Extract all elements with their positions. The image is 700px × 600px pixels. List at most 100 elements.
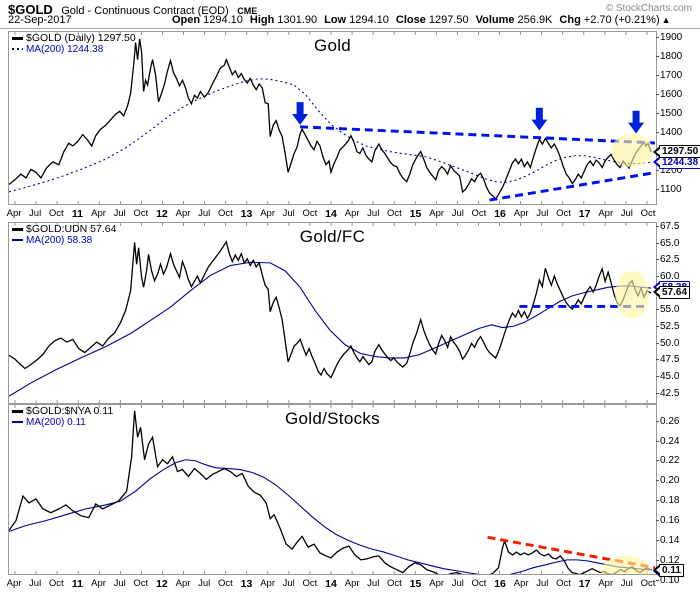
- x-axis-year-label: 17: [578, 208, 591, 220]
- y-axis-tick-label: 1500: [655, 108, 683, 119]
- gold-plot: [9, 32, 656, 204]
- x-axis-year-label: 13: [240, 578, 253, 590]
- y-axis-tick-label: 0.12: [655, 554, 680, 566]
- x-axis-month-label: Oct: [471, 578, 487, 589]
- y-axis-tick-label: 67.5: [655, 221, 680, 232]
- legend-ma-label: MA(200) 58.38: [26, 235, 93, 246]
- y-axis-tick-label: 60.0: [655, 271, 680, 283]
- x-axis-year-label: 13: [240, 208, 253, 220]
- x-axis-month-label: Oct: [640, 578, 656, 589]
- trendline: [489, 171, 656, 202]
- quote-value: 1301.90: [277, 14, 318, 26]
- legend-ma-row: MA(200) 0.11: [12, 417, 113, 428]
- panel-gold-fc: $GOLD:UDN 57.64 MA(200) 58.38 Gold/FC: [8, 222, 657, 404]
- x-axis-bottom: Apr Jul Oct 11 Apr Jul Oct 12 Apr Jul Oct 13 Apr Jul O…: [0, 575, 700, 592]
- x-axis-month-label: Oct: [302, 578, 318, 589]
- x-axis-month-label: Apr: [429, 578, 445, 589]
- price-line-swatch: [12, 36, 23, 40]
- gold-stocks-plot: [9, 405, 656, 574]
- x-axis-month-label: Jul: [367, 578, 380, 589]
- x-axis-month-label: Apr: [429, 208, 445, 219]
- x-axis-month-label: Jul: [113, 208, 126, 219]
- y-axis-tick-label: 0.10: [655, 574, 680, 586]
- y-axis-tick-label: 65.0: [655, 237, 680, 249]
- y-axis-tick-label: 62.5: [655, 254, 680, 266]
- x-axis-month-label: Apr: [6, 578, 22, 589]
- y-axis-tick-label: 0.22: [655, 455, 680, 467]
- instrument-description: Gold - Continuous Contract (EOD): [61, 5, 229, 17]
- price-series: [9, 38, 652, 200]
- x-axis-year-label: 15: [409, 578, 422, 590]
- x-axis-month-label: Jul: [451, 578, 464, 589]
- y-axis-tick-label: 0.18: [655, 495, 680, 507]
- copyright-watermark: © StockCharts.com: [605, 3, 692, 14]
- quote-value: 256.9K: [517, 14, 553, 26]
- y-axis-tick-label: 50.0: [655, 337, 680, 349]
- gold-fc-plot: [9, 223, 652, 403]
- legend-ma-label: MA(200) 1244.38: [26, 44, 104, 55]
- x-axis-month-label: Oct: [48, 578, 64, 589]
- panel-title-gold-stocks: Gold/Stocks: [285, 409, 380, 428]
- ma-line-swatch: [12, 421, 23, 424]
- y-axis-tick-label: 42.5: [655, 387, 680, 399]
- ma-line-swatch: [12, 239, 23, 242]
- legend-price-label: $GOLD:$NYA 0.11: [26, 405, 114, 417]
- x-axis-month-label: Apr: [6, 208, 22, 219]
- x-axis-month-label: Jul: [367, 208, 380, 219]
- last-price-tag: 1297.50: [659, 145, 700, 159]
- quote-value: 1294.10: [203, 14, 243, 26]
- down-arrow-icon: [531, 107, 548, 131]
- ma-series: [9, 78, 652, 193]
- ticker-symbol: $GOLD: [8, 2, 53, 17]
- x-axis-year-label: 14: [325, 578, 337, 590]
- x-axis-month-label: Jul: [282, 578, 295, 589]
- y-axis-tick-label: 1700: [655, 70, 683, 82]
- quote-value: 1297.50: [428, 14, 469, 26]
- change-direction-icon: ▲: [661, 15, 671, 25]
- x-axis-month-label: Jul: [29, 578, 42, 589]
- y-axis-tick-label: 55.0: [655, 304, 680, 316]
- x-axis-month-label: Oct: [302, 208, 318, 219]
- title-row: $GOLD Gold - Continuous Contract (EOD) C…: [8, 1, 257, 19]
- x-axis-month-label: Apr: [175, 578, 191, 589]
- x-axis-year-label: 12: [156, 208, 168, 220]
- trendline: [300, 125, 656, 145]
- panel-title-gold: Gold: [313, 36, 352, 55]
- price-series: [9, 240, 652, 379]
- x-axis-year-label: 16: [494, 578, 506, 590]
- y-axis-tick-label: 1900: [655, 32, 683, 44]
- x-axis-month-label: Oct: [48, 208, 64, 219]
- quote-key: High: [249, 14, 275, 26]
- x-axis-month-label: Jul: [198, 208, 211, 219]
- y-axis-tick-label: 47.5: [655, 354, 680, 366]
- price-series: [9, 410, 651, 574]
- quote-value: +2.70 (+0.21%): [583, 14, 660, 26]
- gold-stocks-legend: $GOLD:$NYA 0.11 MA(200) 0.11: [12, 406, 113, 428]
- y-axis-tick-label: 0.24: [655, 435, 680, 447]
- x-axis-month-label: Oct: [133, 208, 149, 219]
- x-axis-month-label: Jul: [451, 208, 464, 219]
- panel-title-gold-fc: Gold/FC: [299, 227, 366, 246]
- trendline: [487, 535, 656, 570]
- x-axis-month-label: Jul: [113, 578, 126, 589]
- x-axis-month-label: Oct: [556, 208, 571, 219]
- price-line-swatch: [12, 409, 23, 413]
- x-axis-year-label: 11: [71, 578, 83, 590]
- y-axis-tick-label: 1600: [655, 89, 683, 100]
- x-axis-month-label: Jul: [198, 578, 211, 589]
- last-price-tag: 0.11: [659, 563, 684, 577]
- x-axis-month-label: Oct: [387, 208, 402, 219]
- quote-key: Low: [324, 14, 347, 26]
- y-axis-tick-label: 45.0: [655, 371, 680, 383]
- x-axis-month-label: Apr: [344, 578, 360, 589]
- quote-row: 22-Sep-2017 Open 1294.10 High 1301.90 Low 129…: [8, 14, 698, 26]
- x-axis-month-label: Apr: [513, 578, 529, 589]
- x-axis-month-label: Oct: [217, 208, 233, 219]
- y-axis-tick-label: 1100: [656, 183, 682, 195]
- legend-price-row: $GOLD (Daily) 1297.50: [12, 33, 136, 44]
- x-axis-month-label: Oct: [387, 578, 402, 589]
- quote-date: 22-Sep-2017: [8, 14, 72, 26]
- x-axis-month-label: Apr: [260, 208, 275, 219]
- y-axis-tick-label: 52.5: [655, 321, 680, 333]
